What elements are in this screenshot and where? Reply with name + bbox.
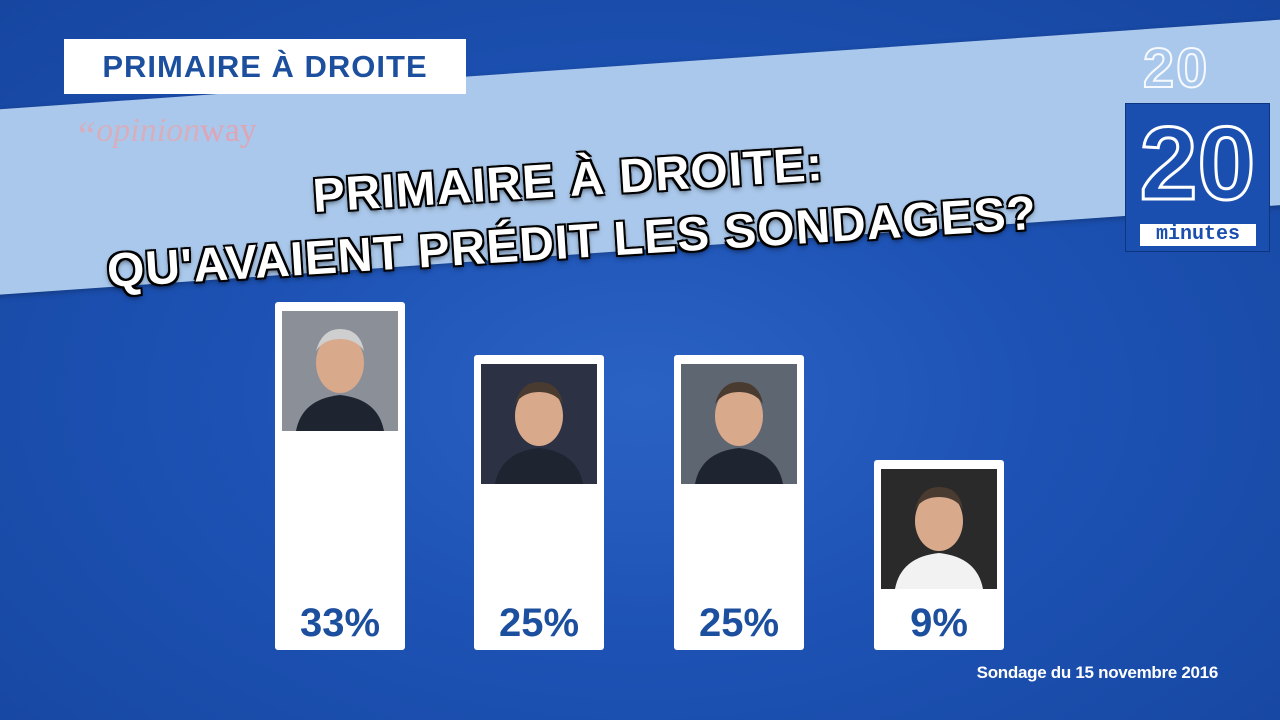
bar: 25% — [474, 354, 604, 650]
twenty-minutes-watermark: 20 — [1142, 36, 1210, 99]
bar: 33% — [275, 302, 405, 650]
topic-tag: PRIMAIRE À DROITE — [64, 39, 466, 94]
twenty-minutes-logo: 20 minutes — [1125, 103, 1270, 252]
source-note: Sondage du 15 novembre 2016 — [976, 663, 1219, 682]
bar-value-label: 25% — [698, 600, 780, 645]
bar: 25% — [674, 354, 804, 650]
candidate-photo — [481, 363, 597, 484]
bar-value-label: 25% — [498, 600, 580, 645]
opinionway-logo: “opinionway — [74, 112, 257, 158]
candidate-photo — [282, 311, 398, 431]
bar: 9% — [874, 460, 1004, 650]
candidate-photo — [881, 469, 997, 589]
candidate-photo — [681, 363, 797, 484]
bar-value-label: 33% — [299, 601, 381, 645]
bar-value-label: 9% — [910, 601, 968, 645]
